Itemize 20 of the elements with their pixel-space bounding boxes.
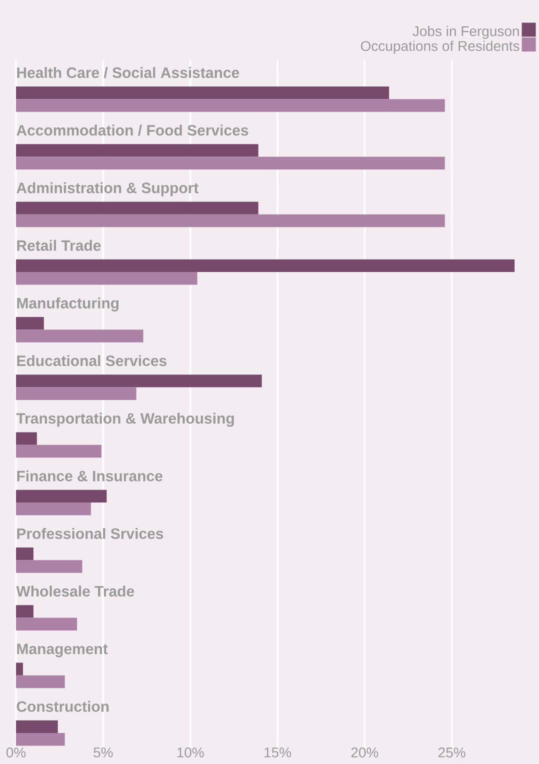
y-tick-label: Transportation & Warehousing (16, 412, 234, 427)
x-tick-label: 15% (264, 748, 292, 758)
y-tick-label: Retail Trade (17, 240, 101, 251)
y-tick-label: Management (17, 644, 108, 658)
x-tick-label: 5% (94, 748, 113, 758)
x-tick-label: 10% (177, 748, 204, 758)
legend-label: Jobs in Ferguson (412, 26, 519, 39)
x-tick-label: 25% (438, 748, 466, 758)
y-tick-label: Administration & Support (16, 182, 199, 196)
y-tick-label: Professional Srvices (17, 528, 164, 539)
y-tick-label: Accommodation / Food Services (16, 124, 248, 136)
x-tick-label: 20% (351, 748, 378, 758)
legend-label: Occupations of Residents (360, 40, 520, 54)
x-tick-label: 0% (6, 748, 26, 758)
y-tick-label: Construction (16, 700, 109, 712)
y-tick-label: Manufacturing (17, 297, 119, 312)
y-tick-label: Educational Services (17, 355, 166, 366)
y-tick-label: Health Care / Social Assistance (17, 66, 240, 78)
y-tick-label: Finance & Insurance (17, 470, 162, 482)
y-tick-label: Wholesale Trade (16, 586, 134, 597)
